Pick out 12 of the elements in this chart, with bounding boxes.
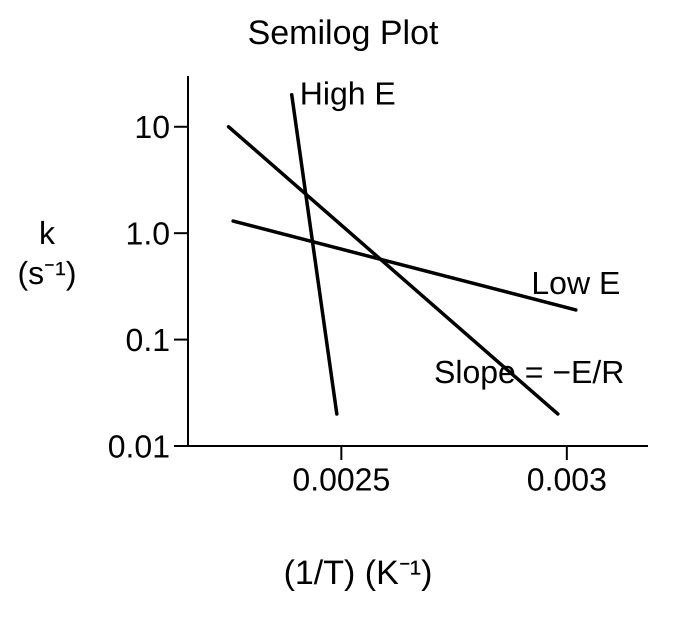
- y-tick-label: 10: [134, 109, 170, 146]
- y-axis-title: k (s⁻¹): [16, 214, 78, 293]
- series-label: High E: [300, 76, 396, 112]
- annotation: Slope = −E/R: [434, 354, 624, 391]
- x-axis-title: (1/T) (K⁻¹): [282, 553, 434, 594]
- x-tick-label: 0.0025: [292, 462, 390, 498]
- x-tick-label: 0.003: [526, 462, 607, 498]
- y-tick-label: 0.01: [108, 428, 170, 464]
- chart-title: Semilog Plot: [246, 14, 440, 53]
- y-tick-label: 1.0: [126, 216, 170, 252]
- series-label: Low E: [531, 264, 620, 301]
- y-tick-label: 0.1: [126, 322, 170, 358]
